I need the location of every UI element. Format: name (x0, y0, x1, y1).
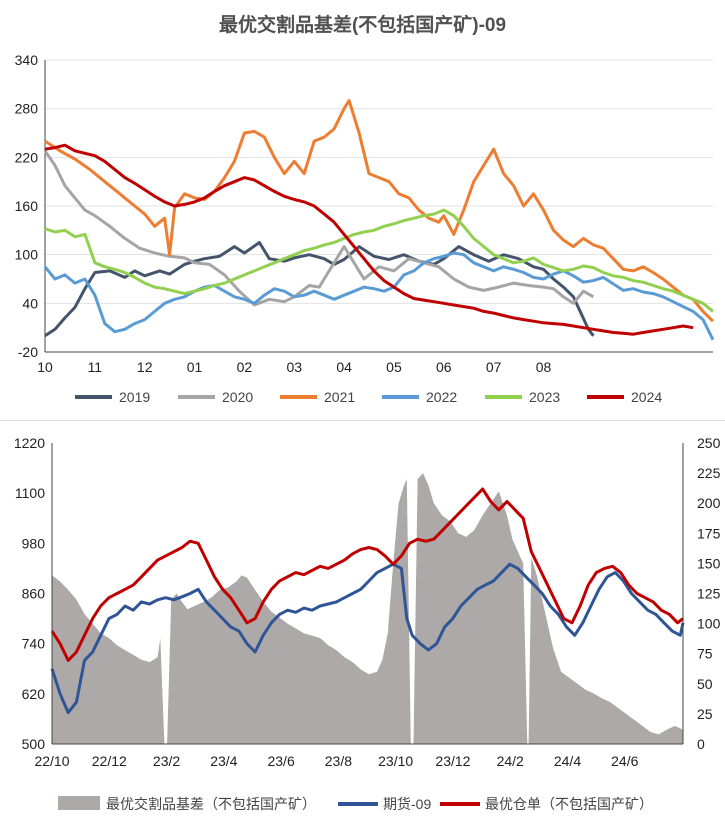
chart2-right-tick: 200 (697, 495, 721, 511)
chart1-x-tick: 11 (88, 359, 103, 375)
chart2-x-tick: 23/12 (435, 753, 470, 769)
basis-seasonal-chart: 10 11 12 01 02 03 04 05 06 07 08 340 280 220 160 100 40… (15, 52, 715, 405)
chart1-y-tick: 40 (22, 295, 38, 311)
chart1-series (43, 99, 715, 341)
chart2-left-tick: 620 (22, 686, 46, 702)
chart2-x-tick: 23/8 (325, 753, 352, 769)
chart1-y-tick: 220 (15, 149, 39, 165)
chart1-x-tick: 12 (137, 359, 153, 375)
futures-warrant-chart: 22/10 22/12 23/2 23/4 23/6 23/8 23/10 23/12 24/2… (14, 435, 721, 812)
chart1-x-tick: 01 (187, 359, 203, 375)
chart1-x-tick: 02 (237, 359, 253, 375)
chart1-xticks: 10 11 12 01 02 03 04 05 06 07 08 (37, 359, 551, 375)
chart2-lines (50, 487, 685, 715)
chart2-left-tick: 1220 (14, 435, 45, 451)
chart1-x-tick: 05 (386, 359, 402, 375)
chart1-y-tick: 100 (15, 247, 39, 263)
chart2-right-tick: 250 (697, 435, 721, 451)
chart1-x-tick: 04 (336, 359, 352, 375)
chart2-right-tick: 50 (697, 676, 713, 692)
chart2-xticks: 22/10 22/12 23/2 23/4 23/6 23/8 23/10 23/12 24/2… (34, 753, 638, 769)
legend-label-2024: 2024 (631, 389, 662, 405)
legend-swatch-basis-area (58, 796, 100, 810)
legend-label-warrant: 最优仓单（不包括国产矿） (485, 796, 653, 812)
chart1-axis (44, 60, 713, 353)
chart2-x-tick: 23/10 (378, 753, 413, 769)
chart1-legend: 2019 2020 2021 2022 2023 2024 (75, 389, 662, 405)
chart2-x-tick: 24/4 (554, 753, 581, 769)
chart1-y-tick: 340 (15, 52, 39, 68)
chart2-area (52, 473, 683, 744)
chart2-right-tick: 75 (697, 646, 713, 662)
basis-area (52, 473, 683, 744)
legend-label-futures: 期货-09 (383, 796, 431, 812)
chart1-x-tick: 08 (536, 359, 552, 375)
series-line-最优仓单（不包括国产矿） (50, 487, 684, 662)
series-line-2020 (43, 149, 595, 307)
chart1-y-tick: 160 (15, 198, 39, 214)
chart2-x-tick: 23/2 (153, 753, 180, 769)
chart2-yticks-left: 1220 1100 980 860 740 620 500 (14, 435, 45, 752)
series-line-期货-09 (50, 562, 685, 715)
chart2-right-tick: 225 (697, 465, 721, 481)
chart2-right-tick: 100 (697, 616, 721, 632)
series-line-2023 (44, 208, 714, 313)
legend-label-basis-area: 最优交割品基差（不包括国产矿） (106, 796, 316, 812)
chart2-axis (51, 443, 684, 745)
legend-label-2019: 2019 (119, 389, 150, 405)
chart2-x-tick: 24/2 (497, 753, 524, 769)
chart2-left-tick: 980 (22, 535, 46, 551)
chart2-right-tick: 150 (697, 555, 721, 571)
chart2-x-tick: 24/6 (611, 753, 638, 769)
chart2-left-tick: 500 (22, 736, 46, 752)
chart1-x-tick: 03 (286, 359, 302, 375)
legend-label-2021: 2021 (324, 389, 355, 405)
chart1-x-tick: 06 (436, 359, 452, 375)
chart1-x-tick: 10 (37, 359, 53, 375)
chart1-yticks: 340 280 220 160 100 40 -20 (15, 52, 39, 360)
chart2-right-tick: 25 (697, 706, 713, 722)
chart2-left-tick: 740 (22, 636, 46, 652)
chart2-x-tick: 22/12 (92, 753, 127, 769)
chart2-x-tick: 23/6 (267, 753, 294, 769)
legend-label-2020: 2020 (222, 389, 253, 405)
chart2-legend: 最优交割品基差（不包括国产矿） 期货-09 最优仓单（不包括国产矿） (58, 796, 653, 812)
chart2-right-tick: 125 (697, 586, 721, 602)
chart2-right-tick: 0 (697, 736, 705, 752)
series-line-2022 (43, 251, 715, 341)
chart1-x-tick: 07 (486, 359, 502, 375)
series-line-2019 (44, 241, 595, 338)
chart2-x-tick: 23/4 (210, 753, 237, 769)
chart1-y-tick: -20 (18, 344, 38, 360)
chart2-right-tick: 175 (697, 525, 721, 541)
chart2-left-tick: 1100 (15, 485, 45, 501)
chart1-y-tick: 280 (15, 101, 39, 117)
legend-label-2023: 2023 (529, 389, 560, 405)
legend-label-2022: 2022 (426, 389, 457, 405)
chart2-left-tick: 860 (22, 586, 46, 602)
chart2-x-tick: 22/10 (34, 753, 69, 769)
chart-divider (0, 420, 725, 421)
chart-title: 最优交割品基差(不包括国产矿)-09 (218, 15, 507, 36)
series-line-2024 (44, 143, 694, 336)
series-line-2021 (44, 99, 715, 323)
